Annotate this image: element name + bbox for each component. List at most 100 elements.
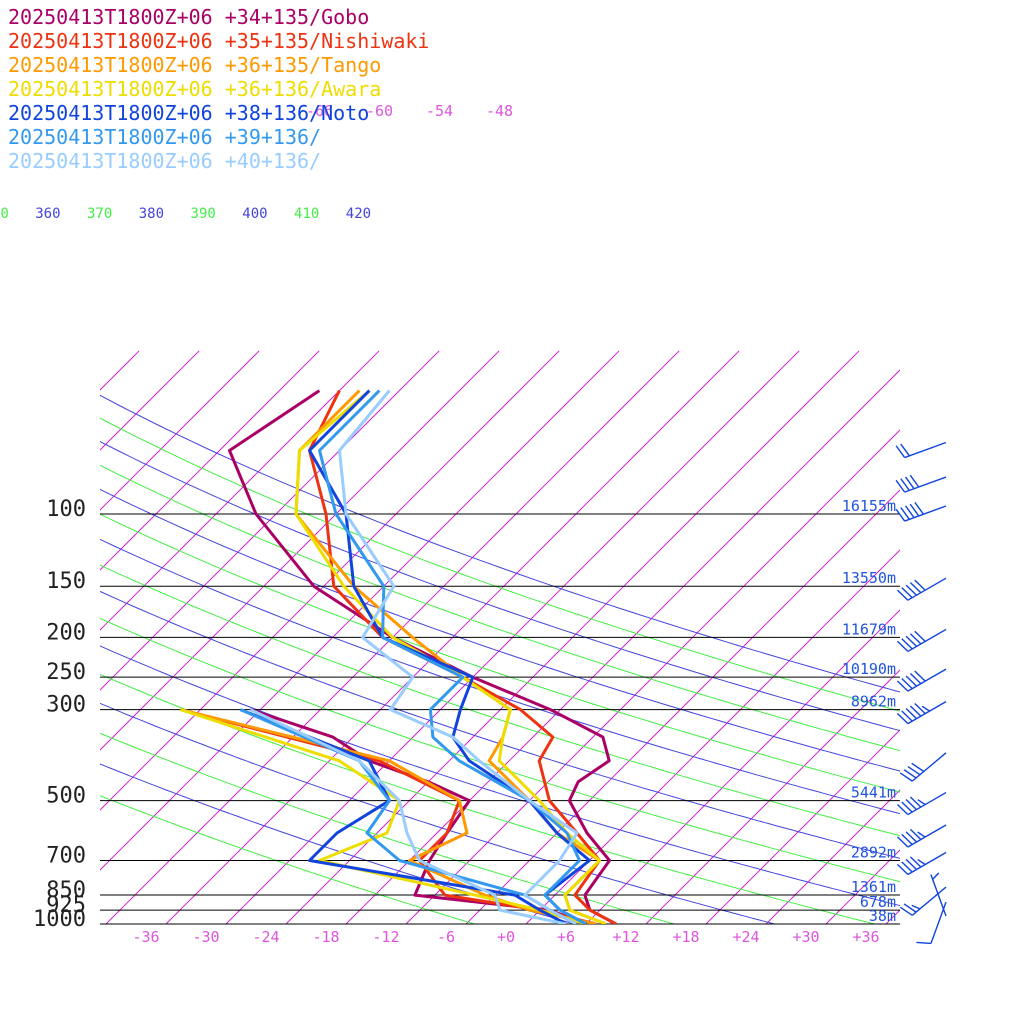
pressure-label: 100 [46,497,86,522]
wind-barb-staff [907,791,947,816]
wind-barb-feather [905,675,918,687]
axis-labels: 100 16155m 150 13550m 200 11679m 250 10190m 300 8… [0,102,896,946]
wind-barb-feather [901,801,913,813]
height-label: 13550m [842,569,896,587]
legend-entry: 20250413T1800Z+06 +36+135/Tango [8,53,381,77]
wind-barb-staff [907,851,947,876]
isotherm-line [645,669,900,924]
legend-entry: 20250413T1800Z+06 +38+136/Noto [8,101,369,125]
wind-barb-feather [914,502,925,515]
height-label: 38m [869,907,896,925]
wind-barb-feather [911,904,921,910]
legend: 20250413T1800Z+06 +34+135/Gobo20250413T1… [8,5,429,173]
pressure-label: 500 [46,784,86,809]
wind-barb-feather [914,670,926,682]
sounding-series [179,389,617,924]
pressure-label: 850 [46,878,86,903]
theta-label: 400 [242,206,267,222]
temperature-profile-line [308,389,617,924]
wind-barb-feather [905,707,918,720]
wind-barb-feather [914,579,926,591]
height-label: 16155m [842,497,896,515]
wind-barb-feather [909,503,920,517]
wind-barb-feather [895,479,906,493]
temperature-tick-label: +24 [732,928,759,946]
wind-barb-staff [907,668,947,692]
theta-label: 380 [139,206,164,222]
dry-adiabat-line [100,795,475,924]
temperature-profile-line [338,389,579,924]
dry-adiabat-line [100,732,675,924]
wind-barb-feather [896,836,909,848]
theta-label: 420 [346,206,371,222]
temperature-tick-label: -36 [132,928,159,946]
wind-barb-feather [909,582,922,594]
wind-barb-feather [905,635,918,647]
wind-barb-feather [905,831,918,843]
temperature-profile-line [308,389,591,924]
wind-barb-feather [901,710,913,722]
theta-label: 390 [191,206,216,222]
isotherm-line [825,849,900,924]
wind-barb-feather [901,861,913,873]
wind-barb-feather [909,673,922,685]
wind-barb-feather [904,476,915,490]
wind-barb-feather [932,872,940,880]
wind-barb-staff [907,701,947,725]
wind-barb-feather [899,772,913,782]
pressure-label: 200 [46,620,86,645]
legend-entry: 20250413T1800Z+06 +35+135/Nishiwaki [8,29,429,53]
legend-entry: 20250413T1800Z+06 +34+135/Gobo [8,5,369,29]
dewpoint-profile-line [239,708,567,924]
isotherm-line [0,351,19,924]
dewpoint-profile-line [249,708,587,924]
wind-barb-feather [895,508,906,522]
wind-barb-feather [903,903,917,913]
wind-barb-staff [904,441,947,459]
upper-temperature-label: -54 [426,102,453,120]
upper-temperature-label: -66 [306,102,333,120]
isotherm-line [1006,351,1024,924]
height-label: 2892m [851,843,896,861]
wind-barb-feather [909,633,922,645]
wind-barb-feather [896,712,909,725]
wind-barb-feather [896,589,909,601]
wind-barb-feather [916,941,932,945]
wind-barb-feather [900,443,910,457]
dewpoint-profile-line [179,708,587,924]
theta-label: 350 [0,206,9,222]
wind-barb-feather [901,678,913,690]
wind-barb-staff [904,476,947,493]
wind-barb-staff [907,824,947,848]
wind-barb-feather [900,478,910,491]
temperature-tick-label: +30 [792,928,819,946]
wind-barb-staff [911,752,947,782]
dewpoint-profile-line [249,708,567,924]
wind-barb-staff [907,628,947,653]
wind-barb-feather [905,798,918,811]
wind-barb-feather [909,856,922,868]
wind-barb-feather [896,680,909,692]
temperature-tick-label: +36 [852,928,879,946]
wind-barb-feather [909,796,922,808]
wind-barb-feather [904,505,915,519]
legend-entry: 20250413T1800Z+06 +39+136/ [8,125,321,149]
temperature-tick-label: +12 [612,928,639,946]
temperature-profile-line [294,389,607,924]
temperature-tick-label: -6 [437,928,455,946]
pressure-label: 700 [46,843,86,868]
wind-barb-feather [905,858,918,870]
dewpoint-profile-line [180,708,597,924]
wind-barb-feather [903,769,917,779]
theta-label: 370 [87,206,112,222]
dewpoint-profile-line [180,708,597,924]
pressure-label: 925 [46,893,86,918]
temperature-tick-label: -12 [372,928,399,946]
legend-entry: 20250413T1800Z+06 +40+136/ [8,149,321,173]
upper-temperature-label: -60 [366,102,393,120]
wind-barb-feather [921,705,930,712]
wind-barb-feather [905,584,918,596]
pressure-label: 300 [46,693,86,718]
wind-barb-feather [900,507,910,520]
